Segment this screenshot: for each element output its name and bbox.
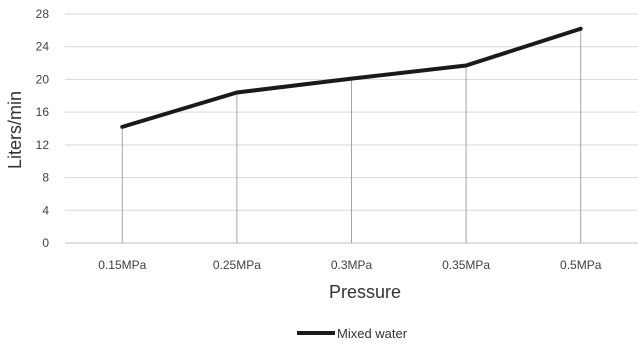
y-tick-label: 12 [36,138,50,152]
legend-label: Mixed water [337,326,408,341]
x-axis-title: Pressure [329,282,401,302]
data-point [465,65,467,67]
data-point [236,92,238,94]
x-tick-label: 0.25MPa [213,258,261,272]
x-tick-label: 0.35MPa [442,258,490,272]
data-point [351,78,352,80]
y-tick-label: 0 [42,236,49,250]
x-axis-ticks: 0.15MPa 0.25MPa 0.3MPa 0.35MPa 0.5MPa [98,258,601,272]
data-point [580,28,582,30]
y-tick-label: 16 [36,105,50,119]
y-tick-label: 24 [36,40,50,54]
y-tick-label: 28 [36,7,50,21]
data-point [121,126,123,128]
y-axis-title: Liters/min [5,91,25,169]
series-group [120,26,583,129]
x-tick-label: 0.3MPa [331,258,373,272]
legend: Mixed water [297,326,408,341]
y-axis-ticks: 0 4 8 12 16 20 24 28 [36,7,50,250]
y-tick-label: 4 [42,203,49,217]
x-tick-label: 0.5MPa [560,258,602,272]
drop-lines [121,28,582,243]
y-tick-label: 8 [42,171,49,185]
y-tick-label: 20 [36,72,50,86]
x-tick-label: 0.15MPa [98,258,146,272]
